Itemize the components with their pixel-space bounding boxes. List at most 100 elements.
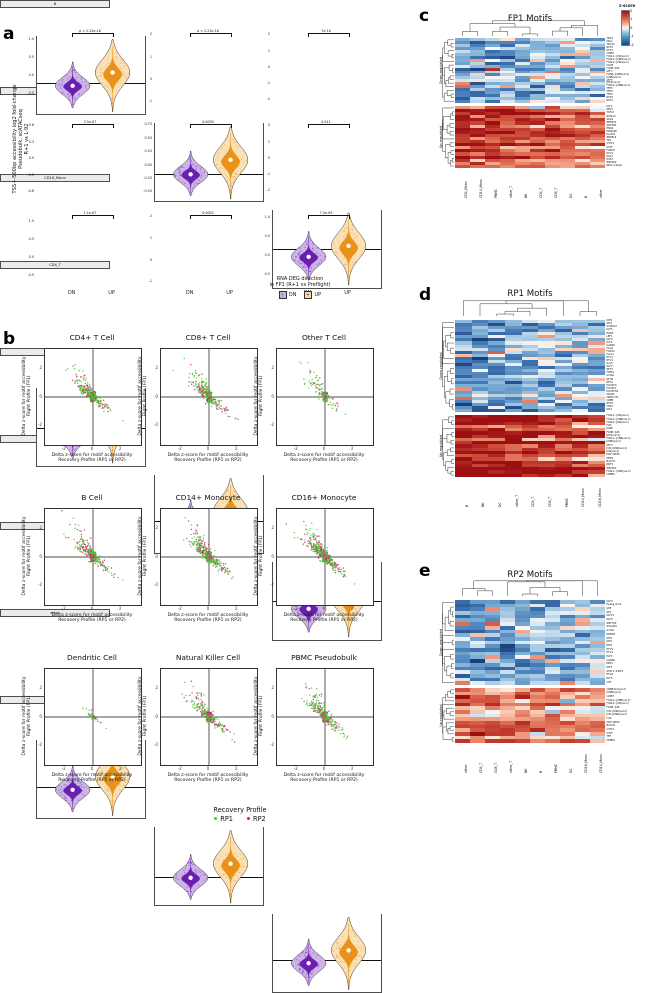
legend-swatch-DN — [279, 291, 287, 299]
scatter-point — [343, 576, 344, 577]
scatter-point — [308, 530, 309, 531]
scatter-point — [97, 564, 98, 565]
violin-point — [107, 74, 108, 75]
scatter-point — [343, 736, 344, 737]
scatter-point — [325, 393, 326, 394]
scatter-point — [301, 363, 302, 364]
p-value-0: p < 2.22e-16 — [36, 29, 144, 33]
violin-point — [117, 82, 118, 83]
scatter-point — [319, 385, 320, 386]
y-tick-8: 0.0 — [257, 253, 270, 257]
violin-point — [62, 93, 63, 94]
scatter-point — [84, 375, 85, 376]
violin-point — [304, 955, 305, 956]
legend-key-DN: DN — [279, 291, 297, 299]
scatter-point — [187, 700, 188, 701]
scatter-point — [223, 564, 224, 565]
violin-point — [310, 240, 311, 241]
violin-point — [229, 141, 230, 142]
violin-point — [226, 883, 227, 884]
violin-point — [229, 179, 230, 180]
violin-point — [77, 787, 78, 788]
violin-point — [64, 784, 65, 785]
scatter-point — [216, 723, 217, 724]
violin-point — [108, 786, 109, 787]
violin-point — [123, 63, 124, 64]
violin-point — [204, 172, 205, 173]
scatter-point — [219, 565, 220, 566]
violin-point — [361, 957, 362, 958]
scatter-point — [330, 404, 331, 405]
scatter-point — [225, 563, 226, 564]
violin-point — [196, 176, 197, 177]
median-marker — [189, 876, 192, 879]
scatter-point — [231, 578, 232, 579]
violin-point — [358, 941, 359, 942]
violin-point — [100, 69, 101, 70]
violin-point — [307, 947, 308, 948]
scatter-point — [303, 378, 304, 379]
scatter-point — [210, 559, 211, 560]
scatter-point — [193, 376, 194, 377]
violin-point — [234, 862, 235, 863]
violin-point — [346, 228, 347, 229]
violin-point — [116, 76, 117, 77]
scatter-point — [214, 399, 215, 400]
scatter-x-tick-0: 2 — [113, 446, 127, 451]
violin-point — [190, 168, 191, 169]
scatter-point — [213, 563, 214, 564]
violin-point — [310, 954, 311, 955]
scatter-point — [201, 694, 202, 695]
violin-point — [349, 270, 350, 271]
scatter-point — [90, 388, 91, 389]
scatter-point — [319, 540, 320, 541]
violin-point — [320, 960, 321, 961]
violin-point — [187, 173, 188, 174]
scatter-point — [191, 681, 192, 682]
violin-point — [346, 941, 347, 942]
scatter-point — [106, 406, 107, 407]
violin-point — [225, 174, 226, 175]
violin-point — [191, 863, 192, 864]
scatter-point — [201, 395, 202, 396]
violin-point — [184, 889, 185, 890]
violin-point — [234, 875, 235, 876]
scatter-point — [83, 393, 84, 394]
violin-point — [192, 187, 193, 188]
violin-point — [78, 82, 79, 83]
violin-point — [303, 964, 304, 965]
scatter-point — [191, 541, 192, 542]
scatter-point — [197, 695, 198, 696]
scatter-point — [88, 544, 89, 545]
scatter-point — [89, 553, 90, 554]
y-tick-1: 0 — [139, 77, 152, 81]
scatter-point — [216, 407, 217, 408]
violin-point — [351, 950, 352, 951]
violin-point — [176, 873, 177, 874]
violin-point — [349, 955, 350, 956]
scatter-point — [194, 375, 195, 376]
violin-point — [70, 82, 71, 83]
scatter-point — [203, 714, 204, 715]
violin-point — [74, 98, 75, 99]
violin-point — [191, 170, 192, 171]
violin-point — [61, 787, 62, 788]
scatter-point — [173, 370, 174, 371]
violin-point — [351, 242, 352, 243]
violin-point — [339, 947, 340, 948]
scatter-point — [91, 713, 92, 714]
scatter-point — [313, 711, 314, 712]
violin-point — [344, 257, 345, 258]
scatter-point — [199, 692, 200, 693]
violin-point — [181, 167, 182, 168]
violin-point — [176, 878, 177, 879]
violin-point — [347, 960, 348, 961]
violin-point — [355, 935, 356, 936]
scatter-point — [337, 564, 338, 565]
violin-point — [72, 796, 73, 797]
violin-point — [116, 71, 117, 72]
violin-point — [65, 800, 66, 801]
scatter-point — [217, 571, 218, 572]
scatter-point — [214, 716, 215, 717]
